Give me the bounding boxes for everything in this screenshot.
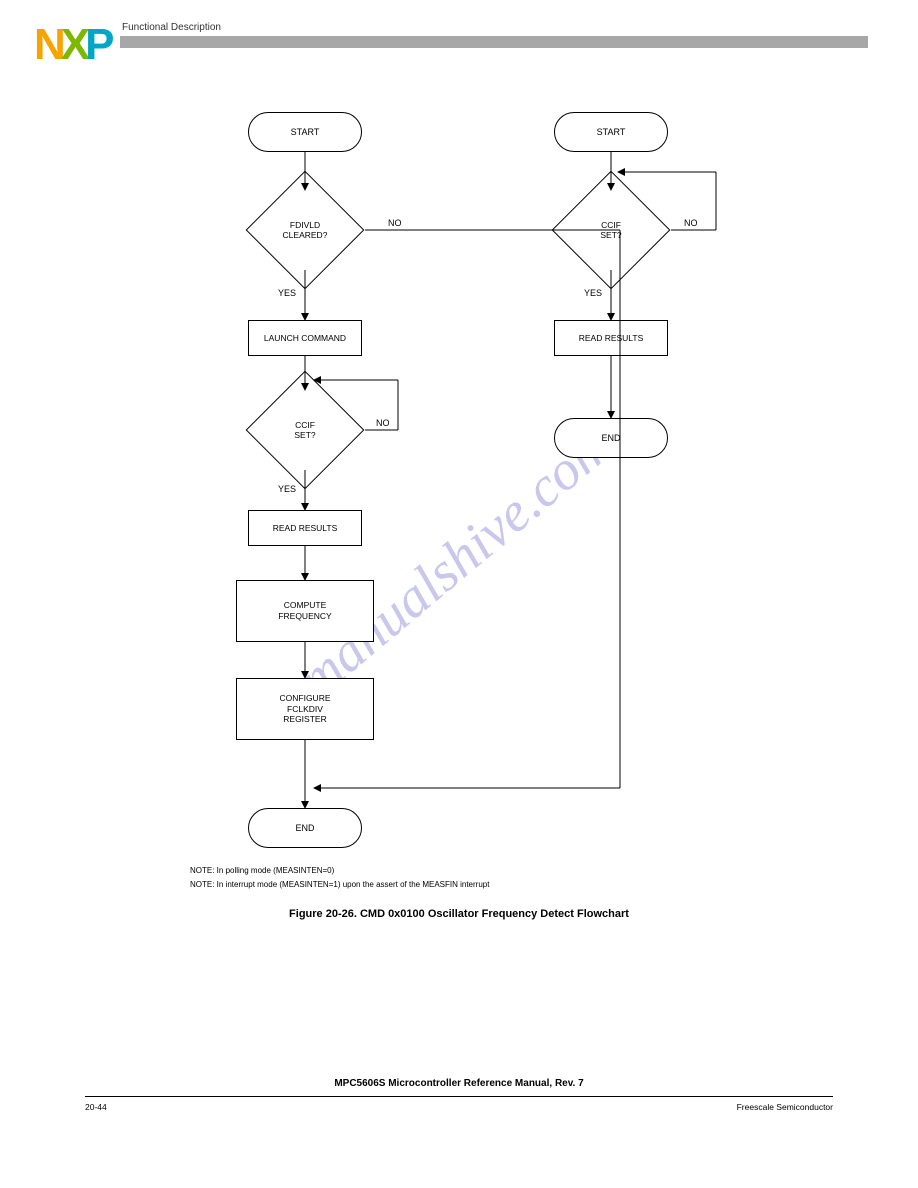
right-process-1: READ RESULTS bbox=[554, 320, 668, 356]
right-end-label: END bbox=[601, 433, 620, 443]
logo-p: P bbox=[85, 20, 112, 70]
left-decision-2-label: CCIFSET? bbox=[255, 420, 355, 440]
left-process-1: LAUNCH COMMAND bbox=[248, 320, 362, 356]
right-decision-1-label: CCIFSET? bbox=[561, 220, 661, 240]
left-start: START bbox=[248, 112, 362, 152]
left-start-label: START bbox=[291, 127, 320, 137]
left-end-label: END bbox=[295, 823, 314, 833]
page: N X P Functional Description manualshive… bbox=[0, 0, 918, 1188]
left-d1-yes: YES bbox=[278, 288, 296, 298]
left-decision-1-label: FDIVLDCLEARED? bbox=[255, 220, 355, 240]
note-1: NOTE: In polling mode (MEASINTEN=0) bbox=[190, 866, 334, 876]
left-process-4-label: CONFIGUREFCLKDIVREGISTER bbox=[280, 693, 331, 725]
logo-x: X bbox=[61, 20, 88, 70]
left-process-1-label: LAUNCH COMMAND bbox=[264, 333, 346, 344]
footer-right: Freescale Semiconductor bbox=[737, 1102, 833, 1112]
figure-caption: Figure 20-26. CMD 0x0100 Oscillator Freq… bbox=[0, 908, 918, 920]
left-process-2-label: READ RESULTS bbox=[273, 523, 338, 534]
right-d1-yes: YES bbox=[584, 288, 602, 298]
right-end: END bbox=[554, 418, 668, 458]
footer-rule bbox=[85, 1096, 833, 1097]
section-label: Functional Description bbox=[122, 22, 221, 33]
nxp-logo: N X P bbox=[34, 20, 113, 70]
header-bar bbox=[120, 36, 868, 48]
right-process-1-label: READ RESULTS bbox=[579, 333, 644, 344]
left-process-3: COMPUTEFREQUENCY bbox=[236, 580, 374, 642]
logo-n: N bbox=[34, 20, 64, 70]
footer-left: 20-44 bbox=[85, 1102, 107, 1112]
left-process-4: CONFIGUREFCLKDIVREGISTER bbox=[236, 678, 374, 740]
note-2: NOTE: In interrupt mode (MEASINTEN=1) up… bbox=[190, 880, 489, 890]
right-start-label: START bbox=[597, 127, 626, 137]
left-d1-no: NO bbox=[388, 218, 402, 228]
right-start: START bbox=[554, 112, 668, 152]
left-process-2: READ RESULTS bbox=[248, 510, 362, 546]
left-end: END bbox=[248, 808, 362, 848]
flowchart-arrows bbox=[0, 0, 918, 1188]
footer-title: MPC5606S Microcontroller Reference Manua… bbox=[0, 1078, 918, 1089]
left-d2-yes: YES bbox=[278, 484, 296, 494]
left-process-3-label: COMPUTEFREQUENCY bbox=[278, 600, 331, 621]
right-d1-no: NO bbox=[684, 218, 698, 228]
left-d2-no: NO bbox=[376, 418, 390, 428]
